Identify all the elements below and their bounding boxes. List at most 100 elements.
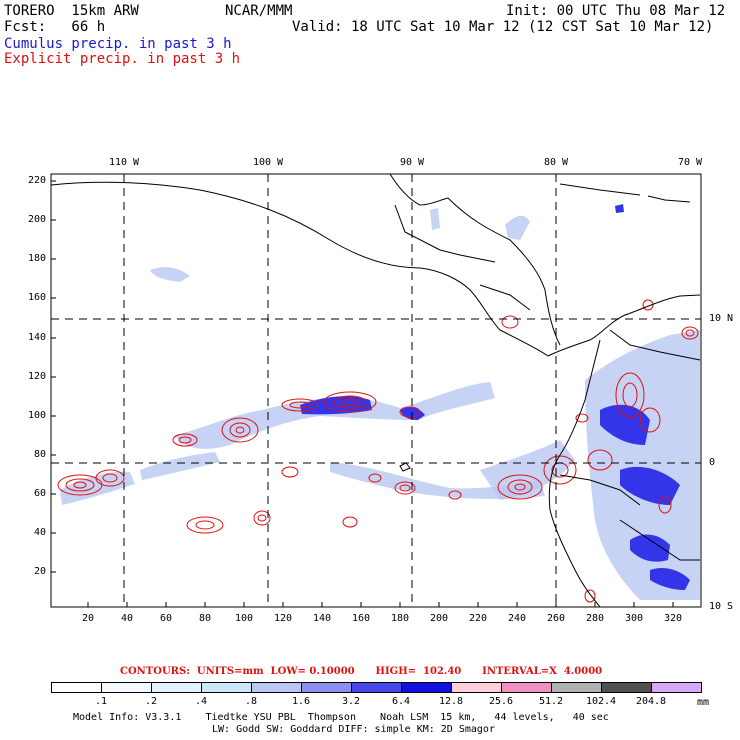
y-tick-label: 40 (33, 527, 46, 538)
color-scale-value: 1.6 (291, 696, 311, 707)
x-tick-label: 260 (546, 613, 566, 624)
central-america-border-1 (394, 204, 441, 251)
explicit-field-label: Explicit precip. in past 3 h (4, 51, 241, 67)
panama-coast (547, 294, 701, 357)
central-america-border-3 (479, 284, 531, 311)
cumulus-band-central (175, 382, 495, 449)
y-tick-label: 120 (27, 371, 46, 382)
x-tick-label: 180 (390, 613, 410, 624)
y-tick-label: 200 (27, 214, 46, 225)
color-scale-value: .1 (94, 696, 108, 707)
colombia-border (609, 329, 701, 361)
color-scale-box (651, 682, 702, 693)
x-tick-label: 60 (159, 613, 173, 624)
galapagos (399, 462, 411, 472)
color-scale-box (51, 682, 102, 693)
color-scale-box (301, 682, 352, 693)
x-tick-label: 140 (312, 613, 332, 624)
y-tick-label: 100 (27, 410, 46, 421)
init-time: Init: 00 UTC Thu 08 Mar 12 (506, 3, 726, 19)
x-tick-label: 280 (585, 613, 605, 624)
organization-label: NCAR/MMM (225, 3, 293, 19)
color-scale-value: .4 (194, 696, 208, 707)
cumulus-band-mid (140, 452, 220, 480)
map-frame (50, 173, 702, 608)
valid-time: Valid: 18 UTC Sat 10 Mar 12 (12 CST Sat … (292, 19, 714, 35)
color-scale-value: 204.8 (635, 696, 667, 707)
color-scale-box (551, 682, 602, 693)
y-tick-label: 160 (27, 292, 46, 303)
color-scale-box (351, 682, 402, 693)
cumulus-itcz (330, 462, 545, 499)
central-america-east (447, 197, 561, 346)
peru-border (619, 519, 700, 561)
model-physics: LW: Godd SW: Goddard DIFF: simple KM: 2D… (212, 724, 495, 735)
cumulus-precip-areas (60, 208, 700, 600)
forecast-hour: Fcst: 66 h (4, 19, 106, 35)
x-tick-label: 220 (468, 613, 488, 624)
color-scale-box (601, 682, 652, 693)
x-tick-label: 200 (429, 613, 449, 624)
contours-info: CONTOURS: UNITS=mm LOW= 0.10000 HIGH= 10… (120, 666, 603, 677)
cumulus-scatter-2 (430, 208, 440, 230)
color-scale-box (401, 682, 452, 693)
lon-label-100w: 100 W (252, 157, 284, 168)
lat-lon-grid (51, 174, 701, 607)
color-scale-value: 102.4 (585, 696, 617, 707)
x-tick-label: 80 (198, 613, 212, 624)
lon-label-90w: 90 W (399, 157, 425, 168)
y-tick-label: 180 (27, 253, 46, 264)
y-tick-label: 60 (33, 488, 46, 499)
caribbean-islands (647, 195, 691, 203)
x-tick-label: 20 (81, 613, 95, 624)
explicit-precip-contours (57, 299, 699, 603)
south-america-west-coast (548, 339, 601, 607)
lon-label-80w: 80 W (543, 157, 569, 168)
model-info: Model Info: V3.3.1 Tiedtke YSU PBL Thomp… (73, 712, 609, 723)
color-scale-value: .8 (244, 696, 258, 707)
cumulus-colombia (585, 330, 700, 600)
central-america-border-2 (439, 249, 496, 263)
color-scale-box (151, 682, 202, 693)
lat-label-10s: 10 S (709, 601, 734, 612)
lat-label-10n: 10 N (709, 313, 734, 324)
color-scale-value: 51.2 (538, 696, 564, 707)
lon-label-110w: 110 W (108, 157, 140, 168)
x-tick-label: 300 (624, 613, 644, 624)
x-tick-label: 40 (120, 613, 134, 624)
legend-unit: mm (697, 697, 710, 708)
color-scale-value: 3.2 (341, 696, 361, 707)
cumulus-scatter-3 (505, 215, 530, 240)
model-title: TORERO 15km ARW (4, 3, 139, 19)
x-tick-label: 160 (351, 613, 371, 624)
cumulus-field-label: Cumulus precip. in past 3 h (4, 36, 232, 52)
axis-ticks (51, 180, 674, 607)
y-tick-label: 20 (33, 566, 46, 577)
color-scale-box (101, 682, 152, 693)
color-scale-box (201, 682, 252, 693)
ecuador-border (559, 474, 641, 506)
color-scale-box (451, 682, 502, 693)
coastlines-and-borders (51, 174, 701, 607)
y-tick-label: 80 (33, 449, 46, 460)
x-tick-label: 320 (663, 613, 683, 624)
mexico-coast (51, 181, 549, 357)
x-tick-label: 120 (273, 613, 293, 624)
color-scale-box (501, 682, 552, 693)
color-scale-value: .2 (144, 696, 158, 707)
color-scale-value: 25.6 (488, 696, 514, 707)
x-tick-label: 100 (234, 613, 254, 624)
y-tick-label: 220 (27, 175, 46, 186)
lon-label-70w: 70 W (677, 157, 703, 168)
x-tick-label: 240 (507, 613, 527, 624)
cumulus-scatter-1 (150, 267, 190, 282)
cumulus-heavy-cores (300, 204, 690, 590)
y-tick-label: 140 (27, 332, 46, 343)
cumulus-east-pacific (480, 440, 575, 500)
lat-label-0: 0 (709, 457, 716, 468)
color-scale-value: 12.8 (438, 696, 464, 707)
cuba (559, 183, 641, 196)
color-scale-box (251, 682, 302, 693)
yucatan-gulf-coast (389, 174, 449, 206)
